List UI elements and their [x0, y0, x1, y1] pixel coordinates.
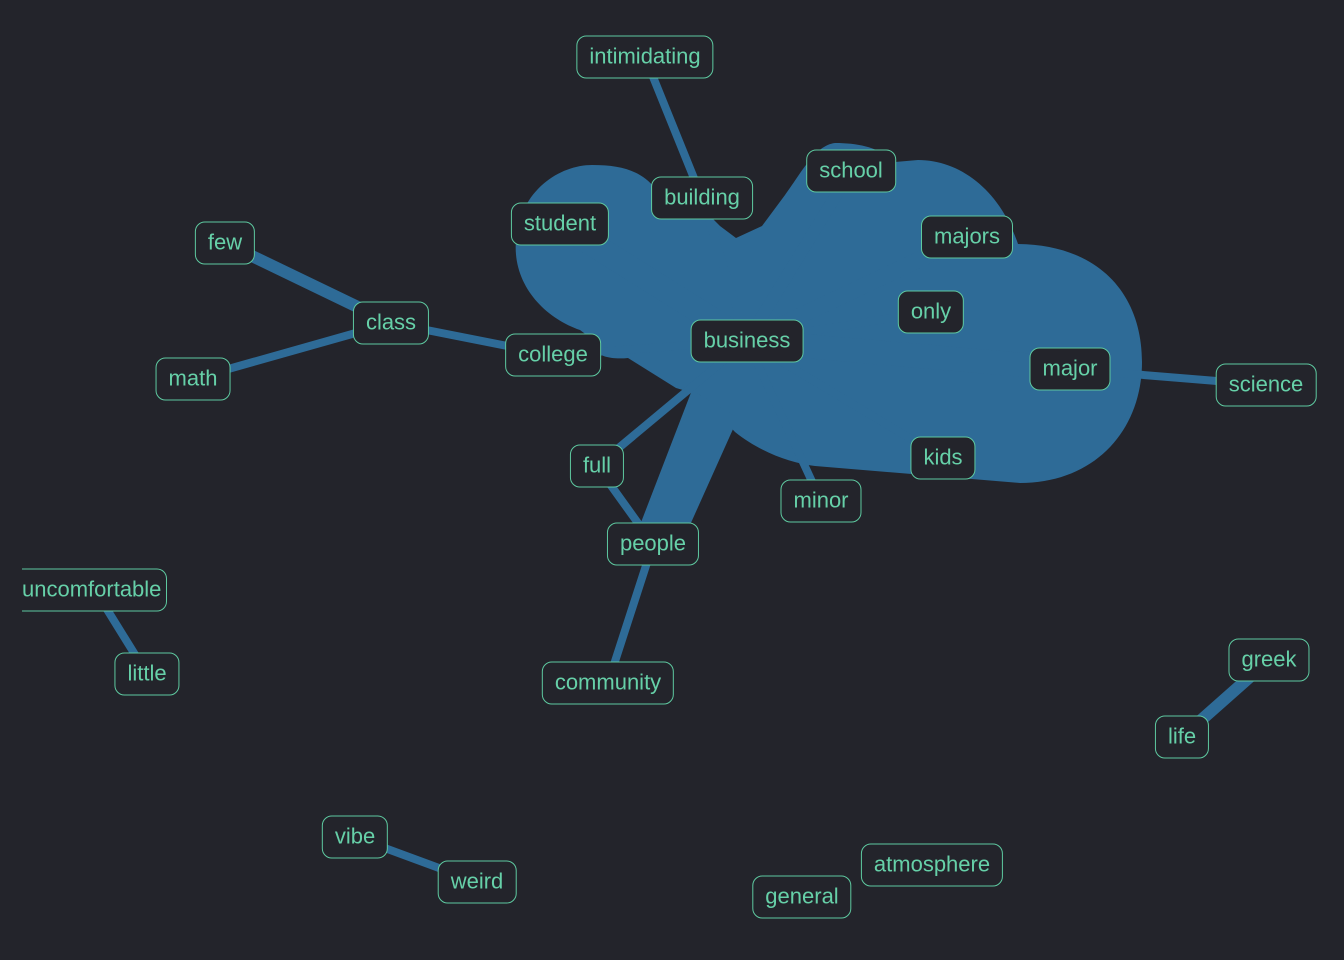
node-general[interactable]: general	[752, 875, 852, 919]
node-people[interactable]: people	[606, 522, 700, 566]
node-school[interactable]: school	[806, 149, 896, 193]
edge-intimidating-building	[641, 53, 706, 202]
node-greek[interactable]: greek	[1228, 638, 1310, 682]
edge-building-business	[698, 194, 751, 345]
node-building[interactable]: building	[651, 176, 753, 220]
node-majors[interactable]: majors	[920, 215, 1014, 259]
edge-people-business	[640, 390, 738, 525]
edge-cluster-business	[515, 143, 1142, 483]
node-full[interactable]: full	[569, 444, 625, 488]
node-few[interactable]: few	[194, 221, 256, 265]
node-life[interactable]: life	[1154, 715, 1210, 759]
node-student[interactable]: student	[510, 202, 610, 246]
node-vibe[interactable]: vibe	[321, 815, 389, 859]
edge-minor-business	[743, 337, 825, 505]
node-intimidating[interactable]: intimidating	[576, 35, 714, 79]
node-uncomfortable[interactable]: uncomfortable	[22, 568, 167, 612]
node-class[interactable]: class	[352, 301, 430, 345]
node-science[interactable]: science	[1215, 363, 1317, 407]
node-community[interactable]: community	[541, 661, 675, 705]
node-only[interactable]: only	[897, 290, 965, 334]
edge-people-community	[604, 540, 657, 687]
node-minor[interactable]: minor	[780, 479, 862, 523]
node-major[interactable]: major	[1029, 347, 1111, 391]
edge-school-business	[741, 165, 857, 347]
node-little[interactable]: little	[114, 652, 180, 696]
node-business[interactable]: business	[690, 319, 804, 363]
node-kids[interactable]: kids	[910, 436, 976, 480]
node-uncomfortable-label: uncomfortable	[22, 576, 162, 602]
node-college[interactable]: college	[505, 333, 601, 377]
node-weird[interactable]: weird	[437, 860, 517, 904]
node-atmosphere[interactable]: atmosphere	[860, 843, 1004, 887]
node-math[interactable]: math	[155, 357, 231, 401]
